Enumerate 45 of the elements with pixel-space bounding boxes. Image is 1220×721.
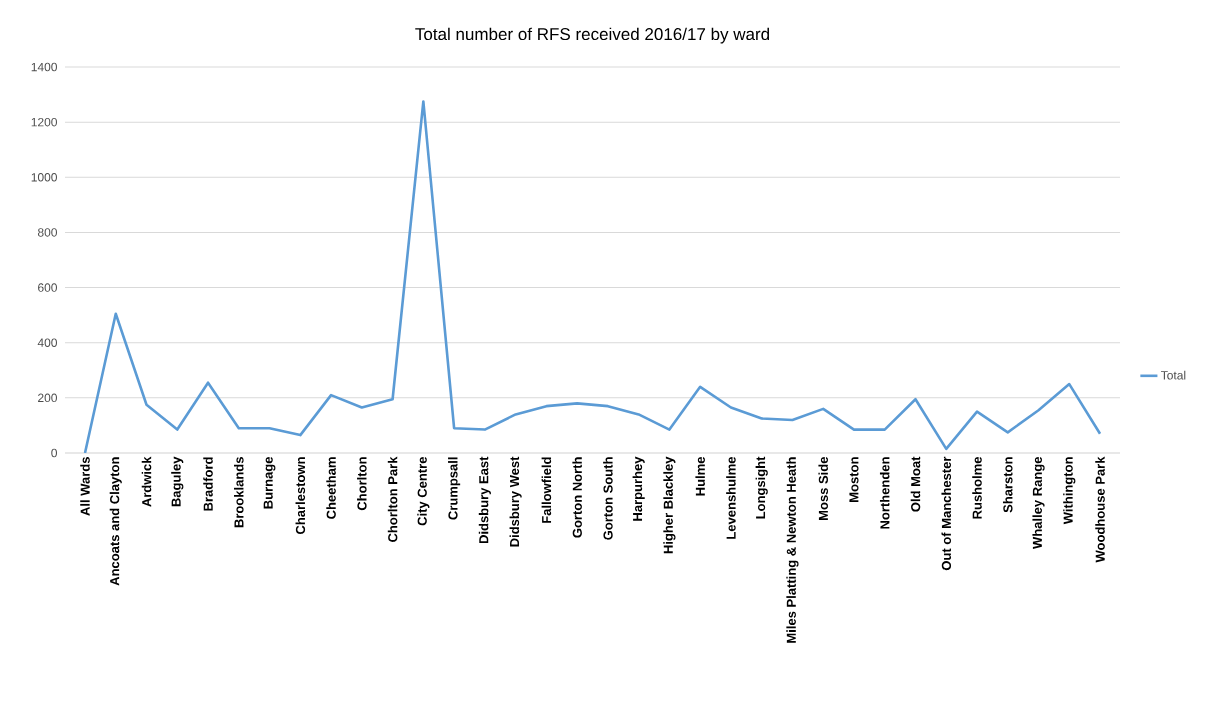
x-tick-label: Old Moat [910,456,921,512]
x-tick-label: Withington [1063,457,1076,525]
x-tick-label: Gorton North [572,457,582,538]
x-tick-label: Didsbury West [509,456,522,547]
x-tick-label: Miles Platting & Newton Heath [786,457,799,643]
y-tick-label: 200 [38,393,57,403]
y-tick-label: 600 [38,283,57,292]
x-tick-label: Hulme [695,456,705,496]
y-tick-label: 1400 [31,62,57,72]
x-tick-label: Bradford [203,457,213,511]
x-tick-label: Whalley Range [1032,456,1045,549]
line-series [83,100,1102,454]
y-tick-label: 1200 [31,117,57,127]
x-tick-label: Sharston [1002,457,1013,513]
x-tick-label: Levenshulme [726,456,736,539]
y-tick-label: 400 [37,338,57,347]
x-tick-label: Cheetham [326,457,336,519]
x-tick-label: Out of Manchester [941,456,952,571]
x-tick-label: Northenden [879,457,890,529]
x-tick-label: Rusholme [972,456,982,519]
x-tick-label: Harpurhey [632,456,645,521]
x-tick-label: Moss Side [818,456,828,520]
x-tick-label: All Wards [80,457,90,516]
x-tick-label: Baguley [171,456,184,507]
x-tick-label: Crumpsall [448,457,461,520]
x-tick-label: Chorlton Park [387,456,398,542]
x-tick-label: Burnage [263,456,276,509]
x-tick-label: Fallowfield [541,457,552,523]
x-tick-label: Brooklands [234,457,244,528]
x-tick-label: Chorlton [357,457,367,511]
x-tick-label: Gorton South [603,457,613,540]
y-tick-label: 0 [51,448,58,458]
x-tick-label: Longsight [755,456,768,519]
x-tick-label: City Centre [417,457,430,526]
x-tick-label: Didsbury East [478,456,491,544]
x-tick-label: Charlestown [295,457,306,535]
y-tick-label: 1000 [31,173,57,182]
x-tick-label: Woodhouse Park [1095,456,1105,563]
legend-label: Total [1161,370,1186,380]
x-tick-label: Moston [849,457,859,502]
x-tick-label: Ancoats and Clayton [109,457,122,586]
x-tick-label: Ardwick [141,456,152,507]
chart-title: Total number of RFS received 2016/17 by ward [415,27,770,44]
y-tick-label: 800 [37,228,57,237]
x-tick-label: Higher Blackley [663,456,676,554]
